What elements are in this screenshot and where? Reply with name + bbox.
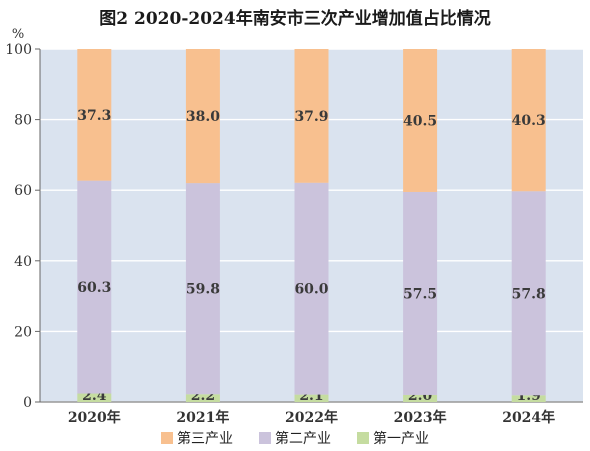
legend-label: 第二产业 — [275, 431, 331, 447]
legend-swatch — [259, 432, 271, 444]
legend: 第三产业 第二产业 第一产业 — [0, 428, 590, 448]
bar-secondary — [511, 191, 546, 396]
y-tick-label: 80 — [14, 113, 32, 129]
y-axis-label: % — [12, 27, 24, 42]
y-tick-label: 100 — [5, 42, 32, 58]
y-tick-label: 40 — [14, 254, 32, 270]
data-label: 59.8 — [186, 282, 220, 298]
bar-secondary — [403, 191, 438, 395]
y-tick-label: 20 — [14, 324, 32, 340]
bar-primary — [77, 393, 112, 402]
legend-item: 第一产业 — [357, 428, 429, 448]
x-tick-label: 2024年 — [502, 409, 555, 425]
legend-label: 第一产业 — [373, 431, 429, 447]
y-tick-label: 60 — [14, 183, 32, 199]
bar-secondary — [294, 182, 329, 395]
data-label: 40.3 — [512, 113, 546, 129]
legend-label: 第三产业 — [177, 431, 233, 447]
bar-secondary — [185, 183, 220, 395]
data-label: 37.9 — [294, 109, 328, 125]
bar-tertiary — [77, 49, 112, 181]
legend-item: 第二产业 — [259, 428, 331, 448]
plot-area: 020406080100%2.460.337.32020年2.259.838.0… — [5, 27, 583, 425]
bar-primary — [185, 394, 220, 402]
bar-primary — [511, 395, 546, 402]
bar-tertiary — [511, 49, 546, 192]
bar-tertiary — [403, 49, 438, 192]
data-label: 37.3 — [77, 108, 111, 124]
data-label: 60.0 — [294, 282, 328, 298]
bar-tertiary — [294, 49, 329, 183]
data-label: 38.0 — [186, 109, 220, 125]
data-label: 57.8 — [512, 286, 546, 302]
legend-swatch — [357, 432, 369, 444]
y-tick-label: 0 — [23, 395, 32, 411]
data-label: 60.3 — [77, 280, 111, 296]
data-label: 40.5 — [403, 113, 437, 129]
legend-item: 第三产业 — [161, 428, 233, 448]
bar-primary — [403, 394, 438, 402]
bar-secondary — [77, 180, 112, 394]
x-tick-label: 2022年 — [285, 409, 338, 425]
data-label: 57.5 — [403, 286, 437, 302]
bar-primary — [294, 394, 329, 402]
x-tick-label: 2021年 — [176, 409, 229, 425]
legend-swatch — [161, 432, 173, 444]
x-tick-label: 2020年 — [68, 409, 121, 425]
chart-title: 图2 2020-2024年南安市三次产业增加值占比情况 — [99, 9, 491, 29]
x-tick-label: 2023年 — [394, 409, 447, 425]
bar-tertiary — [185, 49, 220, 184]
